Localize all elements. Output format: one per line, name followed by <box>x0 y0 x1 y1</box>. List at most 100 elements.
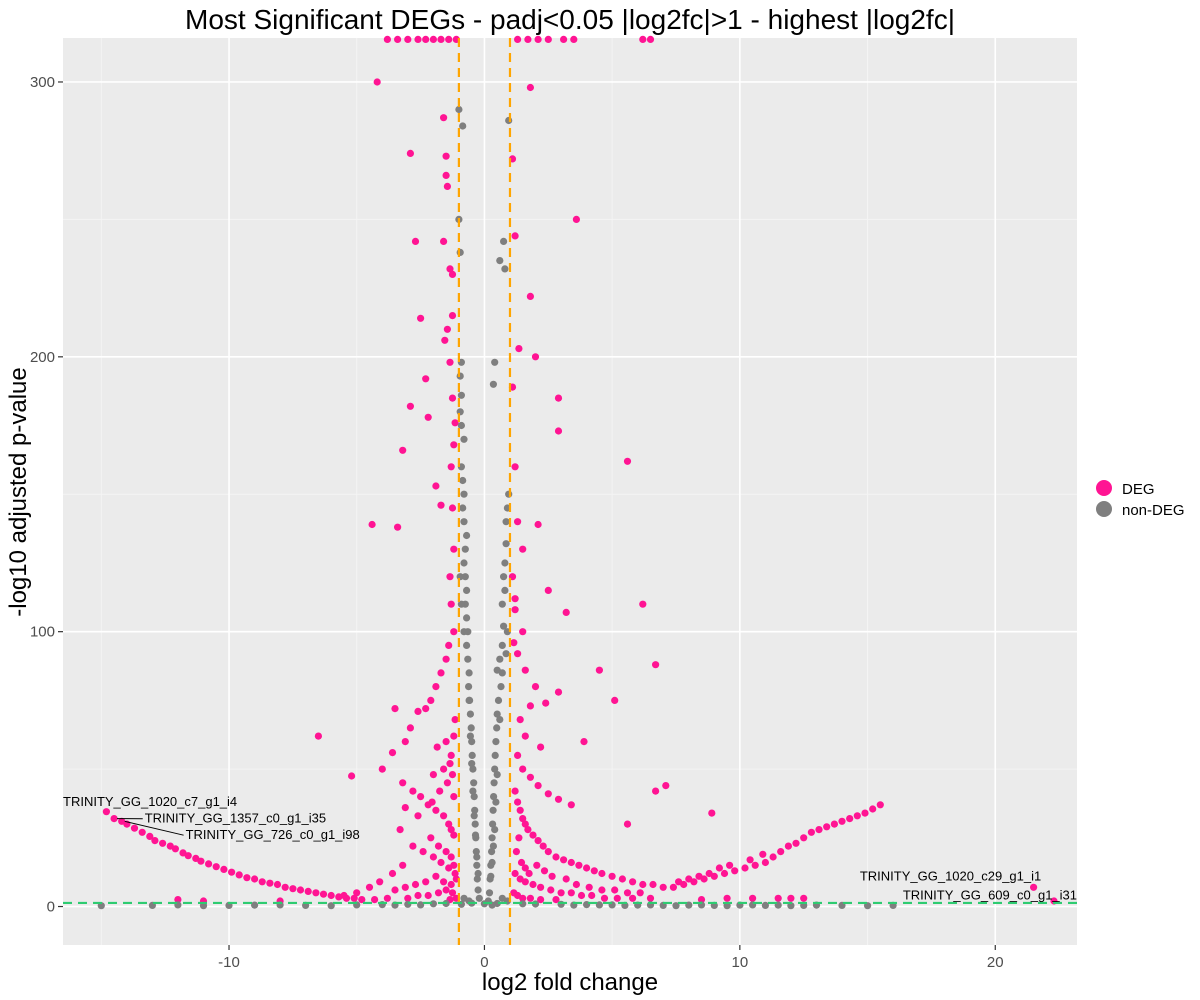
deg-point <box>529 831 537 839</box>
non-deg-point <box>493 724 501 732</box>
non-deg-point <box>489 806 497 814</box>
deg-point <box>838 817 846 825</box>
non-deg-point <box>492 798 500 806</box>
deg-point <box>448 771 457 779</box>
deg-point <box>787 894 795 902</box>
deg-point <box>378 765 386 773</box>
deg-point <box>511 787 519 795</box>
deg-point <box>404 35 412 44</box>
deg-point <box>807 828 816 836</box>
non-deg-point <box>493 710 501 718</box>
non-deg-point <box>456 372 464 380</box>
deg-point <box>544 848 552 856</box>
deg-point <box>533 861 541 869</box>
deg-point <box>365 883 374 891</box>
deg-point <box>146 832 154 841</box>
deg-point <box>598 869 606 878</box>
deg-point <box>577 891 586 900</box>
non-deg-point <box>417 901 425 909</box>
deg-point <box>552 896 560 904</box>
non-deg-point <box>488 848 496 856</box>
deg-point <box>442 886 450 894</box>
deg-point <box>429 35 437 44</box>
non-deg-point <box>595 901 604 909</box>
deg-point <box>613 894 621 902</box>
annotation-leader-line <box>124 820 184 836</box>
deg-point <box>537 896 545 904</box>
deg-point <box>723 894 731 902</box>
deg-point <box>521 732 529 740</box>
deg-point <box>639 35 647 44</box>
deg-point <box>446 573 454 581</box>
deg-point <box>448 889 457 897</box>
deg-point <box>446 265 454 273</box>
non-deg-point <box>475 894 483 902</box>
deg-point <box>749 894 757 902</box>
threshold-lines <box>63 38 1077 945</box>
non-deg-point <box>485 889 494 897</box>
deg-point <box>401 804 409 812</box>
deg-point <box>611 696 619 705</box>
deg-point <box>562 875 570 883</box>
deg-point <box>432 806 440 814</box>
deg-point <box>350 894 358 902</box>
deg-point <box>411 880 420 889</box>
deg-point <box>784 842 793 850</box>
deg-point <box>171 845 179 853</box>
deg-point <box>515 345 523 353</box>
deg-point <box>629 894 637 902</box>
non-deg-point <box>498 600 506 608</box>
deg-point <box>138 828 146 836</box>
deg-point <box>646 894 655 902</box>
non-deg-point <box>251 901 259 909</box>
non-deg-point <box>491 751 499 760</box>
deg-point <box>580 738 588 746</box>
deg-point <box>649 880 657 889</box>
deg-point <box>451 716 459 724</box>
deg-point <box>554 688 563 696</box>
non-deg-point <box>501 559 509 567</box>
deg-point <box>450 441 458 449</box>
non-deg-point <box>404 900 412 908</box>
non-deg-point <box>502 540 510 548</box>
deg-point <box>761 858 770 867</box>
non-deg-point <box>557 900 565 908</box>
deg-point <box>567 801 575 809</box>
deg-point <box>451 869 459 878</box>
deg-point <box>391 886 399 894</box>
deg-point <box>583 864 591 872</box>
deg-point <box>521 820 529 828</box>
deg-point <box>388 869 397 878</box>
non-deg-point <box>491 826 499 834</box>
deg-point <box>427 696 435 705</box>
deg-point <box>815 826 823 834</box>
deg-point <box>746 856 754 864</box>
deg-point <box>427 834 435 842</box>
deg-point <box>432 872 440 880</box>
non-deg-point <box>460 435 468 443</box>
legend-label-deg: DEG <box>1122 481 1155 498</box>
deg-point <box>424 891 432 900</box>
non-deg-point <box>502 650 510 658</box>
non-deg-point <box>470 812 478 820</box>
non-deg-point <box>460 559 468 567</box>
deg-point <box>436 787 444 795</box>
deg-point <box>447 853 455 861</box>
non-deg-point <box>464 655 472 663</box>
deg-point <box>433 743 441 751</box>
deg-point <box>445 820 453 828</box>
deg-point <box>399 779 407 787</box>
deg-point <box>443 325 451 333</box>
non-deg-point <box>463 586 471 595</box>
deg-point <box>639 880 647 889</box>
deg-point <box>440 812 448 820</box>
non-deg-point <box>467 724 475 732</box>
deg-point <box>319 890 328 898</box>
deg-point <box>525 869 533 878</box>
deg-point <box>552 853 560 861</box>
non-deg-point <box>465 669 473 677</box>
deg-point <box>519 628 527 636</box>
non-deg-point <box>460 628 468 636</box>
legend-key-deg <box>1096 480 1112 496</box>
deg-point <box>534 520 542 529</box>
